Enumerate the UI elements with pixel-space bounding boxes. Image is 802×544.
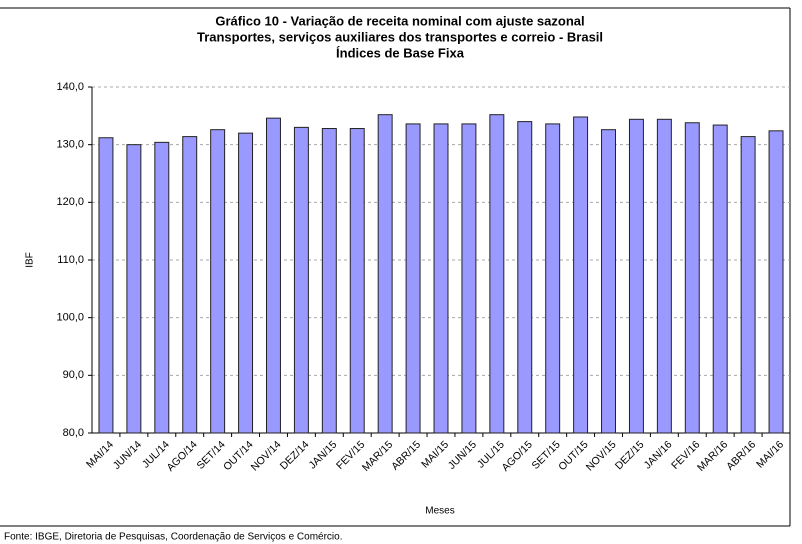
y-tick-label: 130,0 [56, 139, 84, 151]
bar [98, 137, 114, 434]
x-tick-label: ABR/15 [389, 438, 423, 472]
y-tick-label: 140,0 [56, 81, 84, 93]
x-tick-label: MAI/14 [84, 438, 116, 470]
bar [349, 128, 365, 434]
x-tick-label: MAI/16 [754, 438, 786, 470]
bar [377, 114, 393, 434]
bar [238, 132, 254, 434]
x-tick-label: DEZ/15 [613, 438, 647, 472]
x-tick-label: AGO/15 [500, 438, 535, 473]
y-tick-label: 110,0 [57, 254, 84, 266]
x-tick-label: MAI/15 [419, 438, 451, 470]
chart-title: Transportes, serviços auxiliares dos tra… [197, 29, 603, 44]
x-tick-label: ABR/16 [724, 438, 758, 472]
bar [601, 129, 616, 434]
x-tick-label: MAR/15 [360, 438, 395, 473]
x-tick-label: NOV/15 [584, 438, 619, 473]
bar [740, 136, 756, 434]
bar [182, 136, 198, 434]
x-tick-label: JAN/15 [307, 438, 340, 471]
bar [154, 141, 170, 434]
x-tick-label: MAR/16 [695, 438, 730, 473]
bar [768, 130, 784, 434]
bar [433, 123, 449, 434]
y-tick-label: 100,0 [56, 312, 84, 324]
bar [684, 122, 700, 434]
y-tick-label: 120,0 [56, 196, 84, 208]
x-tick-label: JUN/14 [111, 438, 144, 471]
bar [461, 123, 477, 434]
x-tick-label: JUN/15 [446, 438, 479, 471]
bar [405, 123, 421, 434]
y-tick-label: 90,0 [63, 369, 84, 381]
bar [489, 114, 505, 434]
x-tick-label: NOV/14 [249, 438, 284, 473]
bar [573, 116, 589, 434]
y-tick-label: 80,0 [63, 427, 84, 439]
bar [628, 118, 644, 434]
y-axis-label: IBF [25, 252, 36, 268]
source-note: Fonte: IBGE, Diretoria de Pesquisas, Coo… [4, 532, 343, 543]
x-tick-label: JAN/16 [642, 438, 675, 471]
bar [321, 128, 337, 434]
bar [210, 129, 226, 434]
bar [712, 124, 728, 434]
bar [545, 123, 561, 434]
bar [293, 126, 309, 434]
x-tick-label: AGO/14 [164, 438, 199, 473]
chart-title: Gráfico 10 - Variação de receita nominal… [215, 13, 584, 28]
chart-title: Índices de Base Fixa [336, 45, 465, 60]
x-axis-label: Meses [425, 506, 454, 517]
bar [266, 117, 281, 434]
bar [517, 121, 533, 434]
bar [126, 144, 142, 434]
bar [656, 118, 672, 434]
x-tick-label: DEZ/14 [278, 438, 312, 472]
